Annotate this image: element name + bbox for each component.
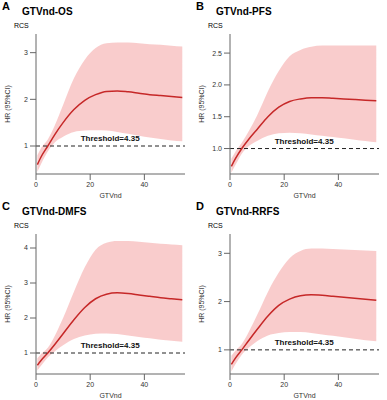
svg-text:GTVnd: GTVnd [293,392,315,399]
svg-text:3: 3 [218,250,222,257]
svg-text:20: 20 [280,181,288,188]
svg-text:4: 4 [24,244,28,251]
svg-text:Threshold=4.35: Threshold=4.35 [275,137,334,146]
svg-text:HR (95%CI): HR (95%CI) [198,285,206,323]
svg-text:2.0: 2.0 [212,81,222,88]
svg-text:40: 40 [140,381,148,388]
svg-text:0: 0 [34,181,38,188]
html-text:C: C [2,200,10,212]
html-text:GTVnd-OS: GTVnd-OS [22,6,73,17]
svg-text:HR (95%CI): HR (95%CI) [8,285,12,323]
svg-text:1.0: 1.0 [212,145,222,152]
html-text:GTVnd-RRFS: GTVnd-RRFS [216,206,280,217]
svg-text:40: 40 [334,381,342,388]
svg-text:0: 0 [228,181,232,188]
svg-text:HR (95%CI): HR (95%CI) [198,85,206,123]
svg-text:0: 0 [228,381,232,388]
svg-text:2: 2 [24,96,28,103]
svg-text:0: 0 [34,381,38,388]
svg-text:GTVnd: GTVnd [293,192,315,199]
html-text:RCS: RCS [208,22,223,29]
svg-text:1: 1 [218,346,222,353]
svg-text:2: 2 [24,314,28,321]
svg-text:20: 20 [280,381,288,388]
svg-text:1: 1 [24,142,28,149]
svg-text:Threshold=4.35: Threshold=4.35 [81,134,140,143]
html-text:GTVnd-DMFS: GTVnd-DMFS [22,206,87,217]
html-text:GTVnd-PFS: GTVnd-PFS [216,6,272,17]
svg-text:Threshold=4.35: Threshold=4.35 [81,341,140,350]
html-text:D: D [196,200,204,212]
svg-text:GTVnd: GTVnd [99,392,121,399]
html-text:RCS: RCS [208,222,223,229]
svg-text:20: 20 [86,381,94,388]
svg-text:3: 3 [24,279,28,286]
svg-text:Threshold=4.35: Threshold=4.35 [275,338,334,347]
svg-text:GTVnd: GTVnd [99,192,121,199]
html-text:RCS: RCS [14,22,29,29]
svg-text:2: 2 [218,298,222,305]
html-text:A: A [2,0,10,12]
svg-text:1: 1 [24,349,28,356]
svg-text:3: 3 [24,49,28,56]
svg-text:HR (95%CI): HR (95%CI) [8,85,12,123]
svg-text:1.5: 1.5 [212,113,222,120]
svg-text:40: 40 [334,181,342,188]
svg-text:2.5: 2.5 [212,50,222,57]
svg-text:20: 20 [86,181,94,188]
html-text:B: B [196,0,204,12]
html-text:RCS: RCS [14,222,29,229]
svg-text:40: 40 [140,181,148,188]
